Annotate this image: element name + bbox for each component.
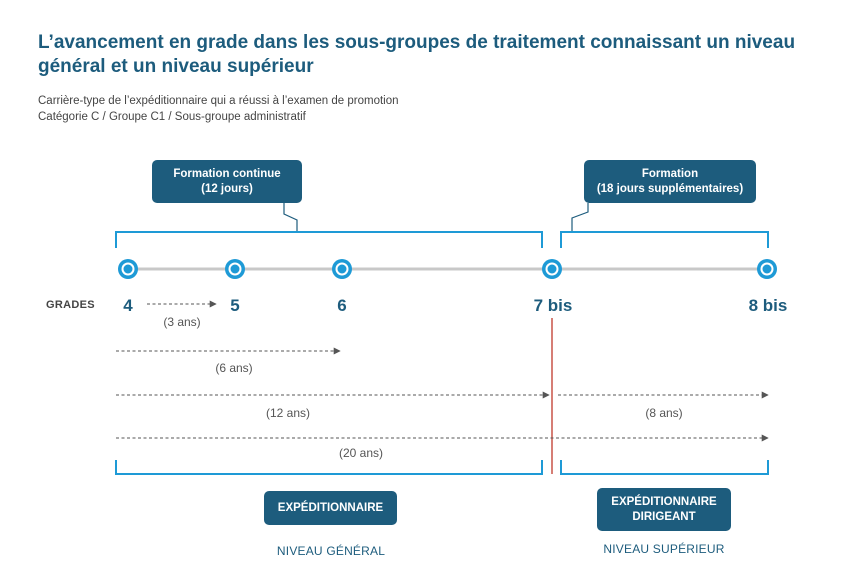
grade-label-4: 4 [123, 296, 133, 315]
training-2-connector [571, 203, 589, 232]
duration-label-12: (12 ans) [265, 406, 311, 420]
grade-node-4 [118, 259, 138, 279]
training-callout-continuous: Formation continue (12 jours) [152, 160, 302, 203]
bottom-bracket-superior [560, 460, 769, 475]
role-box-expeditionnaire-dirigeant: EXPÉDITIONNAIRE DIRIGEANT [597, 488, 731, 531]
training-2-line1: Formation [641, 167, 699, 180]
training-1-line1: Formation continue [173, 167, 281, 180]
grade-label-5: 5 [230, 296, 240, 315]
duration-label-6: (6 ans) [215, 361, 253, 375]
role-2-line1: EXPÉDITIONNAIRE [611, 495, 717, 508]
grade-node-5 [225, 259, 245, 279]
duration-label-3: (3 ans) [163, 315, 201, 329]
role-box-expeditionnaire: EXPÉDITIONNAIRE [264, 491, 397, 525]
grades-label: GRADES [46, 299, 95, 311]
level-general: NIVEAU GÉNÉRAL [276, 544, 386, 558]
training-1-connector [283, 203, 298, 232]
subtitle-line-2: Catégorie C / Groupe C1 / Sous-groupe ad… [38, 111, 306, 123]
top-bracket-general [115, 231, 543, 248]
grade-node-8bis [757, 259, 777, 279]
training-callout-additional: Formation (18 jours supplémentaires) [584, 160, 756, 203]
duration-label-20: (20 ans) [338, 446, 384, 460]
bottom-bracket-general [115, 460, 543, 475]
grade-label-7bis: 7 bis [533, 296, 573, 315]
level-superior: NIVEAU SUPÉRIEUR [603, 542, 725, 556]
grade-label-8bis: 8 bis [748, 296, 788, 315]
subtitle-line-1: Carrière-type de l’expéditionnaire qui a… [38, 95, 399, 107]
grade-node-7bis [542, 259, 562, 279]
subtitle: Carrière-type de l’expéditionnaire qui a… [38, 93, 399, 125]
role-2-line2: DIRIGEANT [632, 510, 696, 523]
grade-label-6: 6 [337, 296, 347, 315]
duration-label-8: (8 ans) [645, 406, 683, 420]
training-2-line2: (18 jours supplémentaires) [596, 182, 744, 195]
page-title: L’avancement en grade dans les sous-grou… [38, 32, 796, 77]
top-bracket-superior [560, 231, 769, 248]
training-1-line2: (12 jours) [201, 182, 253, 195]
grade-node-6 [332, 259, 352, 279]
role-1-line1: EXPÉDITIONNAIRE [277, 501, 384, 514]
